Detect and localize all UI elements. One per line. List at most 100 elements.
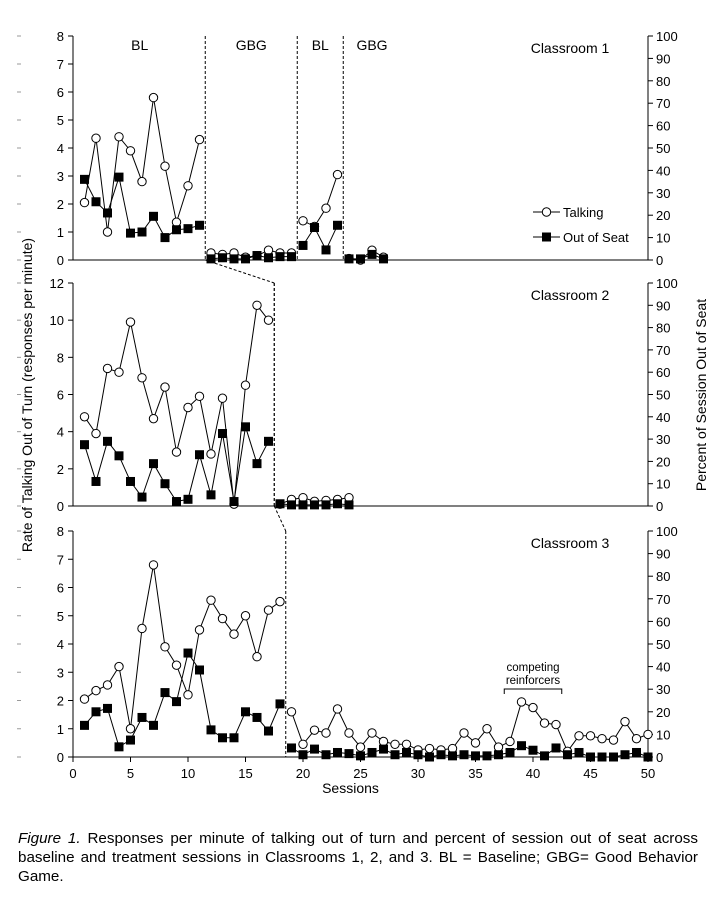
right-y-tick-label: 50 [656, 637, 670, 652]
talking-data-point [585, 731, 596, 741]
right-y-tick-label: 60 [656, 119, 670, 134]
left-y-tick-label: 8 [57, 29, 64, 44]
talking-data-point [137, 623, 147, 634]
left-y-tick-label: 7 [57, 552, 64, 567]
out-of-seat-data-point [183, 494, 193, 504]
out-of-seat-data-point [206, 490, 216, 500]
out-of-seat-data-point [137, 492, 147, 502]
annotation-bracket [503, 688, 563, 694]
talking-data-point [240, 380, 251, 390]
out-of-seat-data-point [413, 750, 423, 760]
out-of-seat-data-point [149, 211, 158, 221]
talking-data-point [102, 363, 113, 374]
out-of-seat-data-point [126, 476, 135, 486]
out-of-seat-data-point [160, 688, 170, 698]
out-of-seat-data-point [264, 726, 273, 736]
talking-data-point [551, 719, 561, 730]
legend-talking-marker [541, 207, 552, 217]
x-tick-label: 15 [238, 766, 252, 781]
out-of-seat-data-point [321, 750, 331, 760]
talking-data-point [79, 412, 90, 422]
out-of-seat-data-point [448, 751, 457, 761]
talking-data-point [137, 373, 147, 383]
right-y-tick-label: 20 [656, 208, 670, 223]
right-y-tick-label: 10 [656, 231, 670, 246]
talking-data-point [528, 702, 538, 713]
talking-data-point [171, 660, 182, 670]
out-of-seat-data-point [287, 743, 296, 753]
out-of-seat-data-point [183, 224, 193, 234]
right-y-tick-label: 70 [656, 592, 670, 607]
right-y-tick-label: 0 [656, 499, 663, 514]
left-y-tick-label: 6 [57, 388, 64, 403]
talking-data-point [217, 393, 228, 403]
talking-data-point [91, 685, 101, 696]
right-y-tick-label: 70 [656, 343, 670, 358]
out-of-seat-data-point [379, 254, 388, 264]
out-of-seat-data-point [218, 733, 227, 743]
talking-data-point [160, 161, 170, 171]
out-of-seat-series-line [349, 253, 384, 260]
legend-out-of-seat-label: Out of Seat [563, 230, 629, 245]
out-of-seat-data-point [609, 752, 618, 762]
talking-data-point [378, 736, 389, 747]
annotation-line2: reinforcers [506, 675, 561, 687]
x-axis-title: Sessions [322, 780, 379, 796]
left-y-tick-label: 0 [57, 750, 64, 765]
right-y-tick-label: 30 [656, 682, 670, 697]
right-y-tick-label: 70 [656, 96, 670, 111]
talking-data-point [183, 181, 193, 191]
phase-connector [205, 259, 275, 284]
talking-data-point [643, 729, 653, 740]
x-tick-label: 0 [69, 766, 76, 781]
talking-data-point [344, 728, 354, 738]
out-of-seat-data-point [551, 743, 561, 753]
out-of-seat-data-point [379, 744, 388, 754]
talking-data-point [298, 216, 308, 226]
out-of-seat-data-point [195, 450, 204, 460]
panel-title: Classroom 3 [531, 535, 610, 551]
out-of-seat-data-point [287, 500, 296, 510]
talking-data-point [114, 132, 124, 142]
talking-data-point [263, 245, 274, 255]
out-of-seat-data-point [229, 497, 239, 507]
right-y-tick-label: 10 [656, 477, 670, 492]
right-y-tick-label: 50 [656, 388, 670, 403]
out-of-seat-data-point [287, 252, 296, 262]
out-of-seat-data-point [367, 747, 377, 757]
talking-data-point [401, 739, 412, 749]
talking-data-point [194, 134, 205, 145]
out-of-seat-data-point [91, 197, 101, 207]
left-y-tick-label: 6 [57, 581, 64, 596]
out-of-seat-data-point [298, 500, 308, 510]
out-of-seat-data-point [310, 223, 319, 233]
panel-title: Classroom 1 [531, 40, 610, 56]
right-y-tick-label: 60 [656, 614, 670, 629]
annotation-line1: competing [506, 662, 559, 674]
phase-label: GBG [356, 37, 387, 53]
out-of-seat-data-point [367, 249, 377, 259]
left-y-tick-label: 1 [57, 225, 64, 240]
talking-data-point [171, 447, 182, 457]
out-of-seat-data-point [494, 750, 503, 760]
out-of-seat-data-point [298, 750, 308, 760]
out-of-seat-data-point [632, 747, 641, 757]
out-of-seat-series-line [84, 426, 269, 503]
x-tick-label: 45 [583, 766, 597, 781]
out-of-seat-data-point [310, 500, 319, 510]
out-of-seat-data-point [574, 747, 584, 757]
talking-data-point [229, 629, 239, 639]
out-of-seat-data-point [229, 254, 239, 264]
left-y-tick-label: 2 [57, 197, 64, 212]
talking-data-point [160, 382, 170, 392]
talking-data-point [482, 724, 492, 734]
out-of-seat-data-point [160, 233, 170, 243]
legend-talking-label: Talking [563, 205, 603, 220]
out-of-seat-data-point [275, 699, 285, 709]
phase-label: GBG [236, 37, 267, 53]
out-of-seat-data-point [218, 253, 227, 263]
talking-data-point [263, 315, 274, 325]
talking-data-point [597, 733, 607, 744]
out-of-seat-data-point [298, 240, 308, 250]
right-y-tick-label: 20 [656, 705, 670, 720]
